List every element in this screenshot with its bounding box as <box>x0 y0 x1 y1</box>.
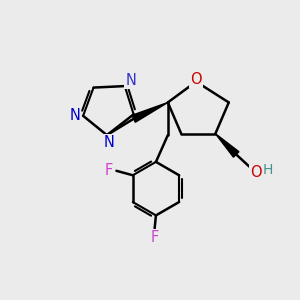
Text: N: N <box>104 135 115 150</box>
Text: O: O <box>250 165 261 180</box>
Text: N: N <box>125 73 136 88</box>
Text: F: F <box>105 163 113 178</box>
Polygon shape <box>132 102 168 122</box>
Polygon shape <box>215 134 239 157</box>
Text: N: N <box>69 108 80 123</box>
Text: O: O <box>190 72 202 87</box>
Text: H: H <box>263 163 273 177</box>
Text: F: F <box>150 230 159 245</box>
